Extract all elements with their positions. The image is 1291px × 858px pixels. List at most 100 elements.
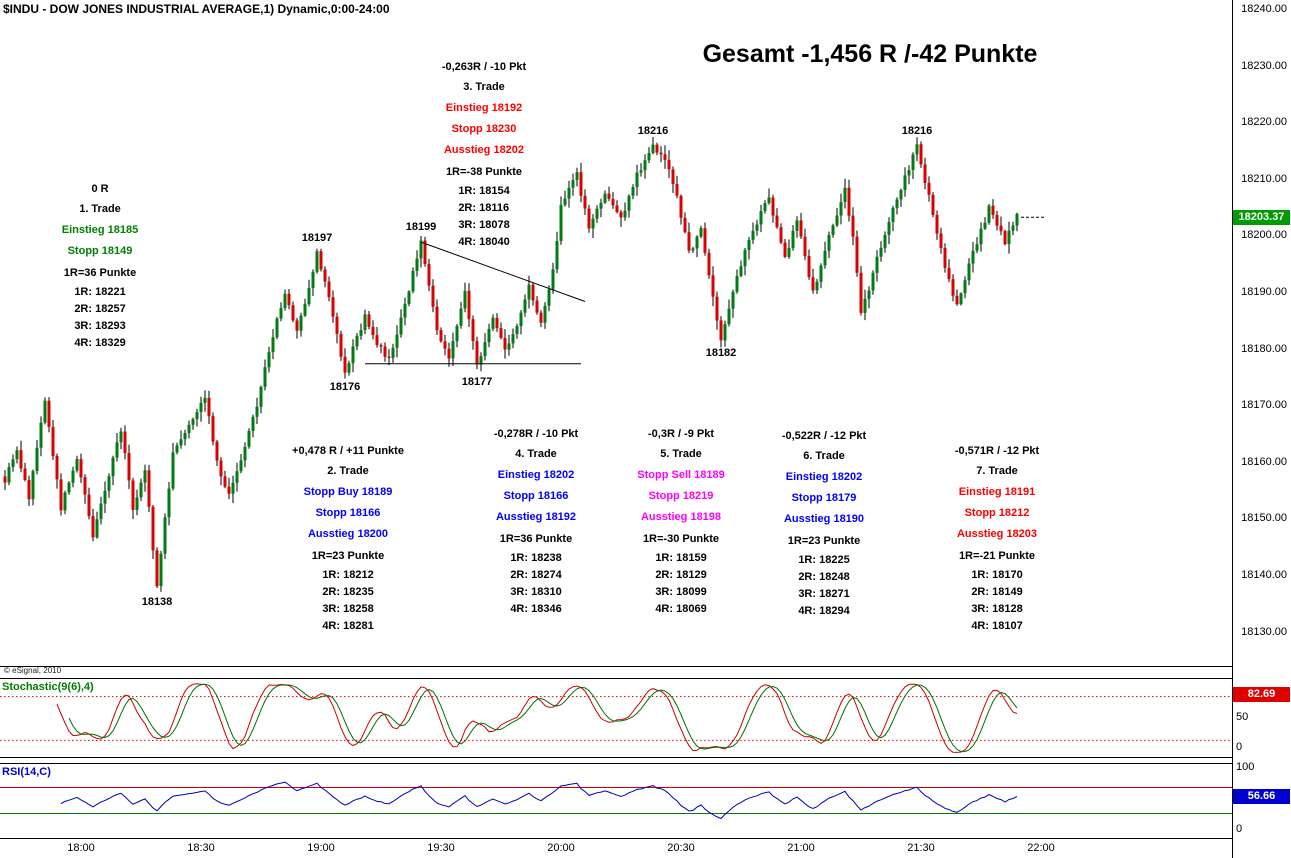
trade-r-points: 1R=23 Punkte <box>787 535 861 547</box>
trade-action: Einstieg 18185 <box>61 224 139 236</box>
stochastic-label: Stochastic(9(6),4) <box>2 681 94 693</box>
trade-r-level: 2R: 18257 <box>74 303 126 315</box>
price-tick-label: 18220.00 <box>1241 116 1287 129</box>
trade-action: Stopp 18149 <box>67 245 133 257</box>
trade-r-level: 1R: 18225 <box>798 554 850 566</box>
trade-block-2: +0,478 R / +11 Punkte 2. Trade Stopp Buy 1… <box>273 443 423 635</box>
time-tick-label: 20:00 <box>547 842 575 854</box>
trade-r-level: 2R: 18235 <box>322 586 374 598</box>
trade-action: Stopp 18212 <box>964 507 1030 519</box>
trade-r-level: 3R: 18128 <box>971 603 1023 615</box>
trade-result: -0,3R / -9 Pkt <box>647 428 715 440</box>
trade-r-level: 4R: 18069 <box>655 603 707 615</box>
trade-r-points: 1R=-38 Punkte <box>445 166 523 178</box>
rsi-label: RSI(14,C) <box>2 766 51 778</box>
trade-number: 3. Trade <box>463 81 505 93</box>
trade-r-level: 1R: 18221 <box>74 286 126 298</box>
trade-action: Stopp 18166 <box>315 507 381 519</box>
trade-block-6: -0,522R / -12 Pkt 6. Trade Einstieg 18202 S… <box>749 428 899 620</box>
trade-r-level: 4R: 18281 <box>322 620 374 632</box>
trade-block-7: -0,571R / -12 Pkt 7. Trade Einstieg 18191 S… <box>922 443 1072 635</box>
time-tick-label: 19:00 <box>307 842 335 854</box>
price-tick-label: 18190.00 <box>1241 286 1287 298</box>
trade-r-level: 3R: 18271 <box>798 588 850 600</box>
trade-action: Stopp 18166 <box>503 490 569 502</box>
trade-r-levels: 1R: 18159 2R: 18129 3R: 18099 4R: 18069 <box>655 550 706 618</box>
trade-r-levels: 1R: 18221 2R: 18257 3R: 18293 4R: 18329 <box>74 284 125 352</box>
trade-r-level: 4R: 18346 <box>510 603 562 615</box>
time-tick-label: 20:30 <box>667 842 695 854</box>
trade-action: Stopp 18219 <box>648 490 714 502</box>
trade-r-level: 4R: 18294 <box>798 605 850 617</box>
trade-block-3: -0,263R / -10 Pkt 3. Trade Einstieg 18192 S… <box>409 59 559 251</box>
swing-price-label: 18216 <box>901 124 933 137</box>
swing-price-label: 18216 <box>637 124 669 137</box>
time-tick-label: 21:30 <box>907 842 935 854</box>
trade-number: 5. Trade <box>660 448 702 460</box>
trade-result: -0,263R / -10 Pkt <box>441 61 527 73</box>
rsi-tick-100: 100 <box>1236 761 1255 773</box>
trade-r-level: 3R: 18099 <box>655 586 707 598</box>
trade-block-5: -0,3R / -9 Pkt 5. Trade Stopp Sell 18189 St… <box>606 426 756 618</box>
trade-action: Ausstieg 18202 <box>443 144 525 156</box>
trade-r-points: 1R=-30 Punkte <box>642 533 720 545</box>
copyright-text: © eSignal, 2010 <box>4 666 62 675</box>
trade-result: +0,478 R / +11 Punkte <box>292 445 404 457</box>
trade-r-level: 1R: 18212 <box>322 569 374 581</box>
price-tick-label: 18150.00 <box>1241 512 1287 525</box>
trade-r-level: 1R: 18154 <box>458 185 510 197</box>
trade-r-points: 1R=36 Punkte <box>63 267 137 279</box>
trade-r-level: 3R: 18258 <box>322 603 374 615</box>
price-tick-label: 18130.00 <box>1241 625 1287 638</box>
price-tick-label: 18180.00 <box>1241 342 1287 355</box>
trade-r-points: 1R=23 Punkte <box>311 550 385 562</box>
swing-price-label: 18177 <box>461 375 493 388</box>
trade-r-level: 2R: 18149 <box>971 586 1023 598</box>
trade-r-levels: 1R: 18154 2R: 18116 3R: 18078 4R: 18040 <box>458 183 509 251</box>
stochastic-value-badge: 82.69 <box>1233 687 1290 702</box>
trade-action: Stopp Sell 18189 <box>637 469 725 481</box>
trade-r-level: 4R: 18040 <box>458 236 510 248</box>
trade-action: Ausstieg 18192 <box>495 511 577 523</box>
trade-action: Stopp 18230 <box>451 123 517 135</box>
price-tick-label: 18230.00 <box>1241 59 1287 72</box>
trade-number: 2. Trade <box>327 465 369 477</box>
trade-number: 7. Trade <box>976 465 1018 477</box>
trade-number: 4. Trade <box>515 448 557 460</box>
trade-r-level: 1R: 18238 <box>510 552 562 564</box>
trade-r-levels: 1R: 18238 2R: 18274 3R: 18310 4R: 18346 <box>510 550 561 618</box>
trade-action: Ausstieg 18203 <box>956 528 1038 540</box>
time-tick-label: 18:30 <box>187 842 215 854</box>
trade-r-level: 1R: 18170 <box>971 569 1023 581</box>
trade-r-level: 2R: 18274 <box>510 569 562 581</box>
symbol-header: $INDU - DOW JONES INDUSTRIAL AVERAGE,1) … <box>3 2 390 16</box>
price-tick-label: 18160.00 <box>1241 455 1287 468</box>
time-tick-label: 18:00 <box>67 842 95 854</box>
trade-r-level: 4R: 18107 <box>971 620 1023 632</box>
price-tick-label: 18170.00 <box>1241 399 1287 412</box>
trade-r-level: 2R: 18129 <box>655 569 707 581</box>
swing-price-label: 18182 <box>705 347 737 360</box>
total-result-title: Gesamt -1,456 R /-42 Punkte <box>702 40 1038 68</box>
last-price-badge: 18203.37 <box>1233 210 1290 225</box>
trade-action: Einstieg 18202 <box>497 469 575 481</box>
trade-r-level: 2R: 18116 <box>458 202 510 214</box>
trade-r-level: 3R: 18078 <box>458 219 510 231</box>
trade-r-level: 3R: 18310 <box>510 586 562 598</box>
time-tick-label: 19:30 <box>427 842 455 854</box>
trade-action: Einstieg 18202 <box>785 471 863 483</box>
trade-result: -0,278R / -10 Pkt <box>493 428 579 440</box>
trade-result: -0,571R / -12 Pkt <box>954 445 1040 457</box>
trade-number: 1. Trade <box>79 203 121 215</box>
trade-r-level: 3R: 18293 <box>74 320 126 332</box>
trade-number: 6. Trade <box>803 450 845 462</box>
trade-action: Stopp 18179 <box>791 492 857 504</box>
trade-action: Ausstieg 18190 <box>783 513 865 525</box>
trade-r-points: 1R=-21 Punkte <box>958 550 1036 562</box>
trade-result: -0,522R / -12 Pkt <box>781 430 867 442</box>
trade-action: Ausstieg 18198 <box>640 511 722 523</box>
price-tick-label: 18140.00 <box>1241 569 1287 581</box>
trade-action: Ausstieg 18200 <box>307 528 389 540</box>
